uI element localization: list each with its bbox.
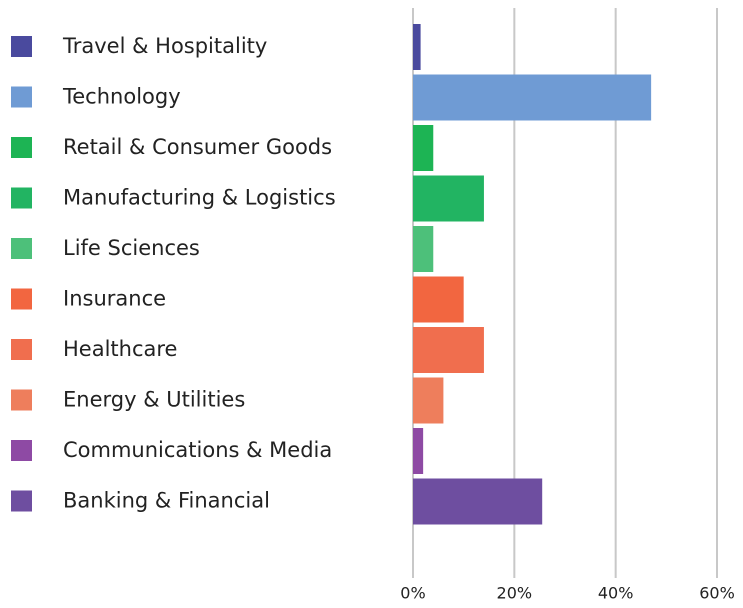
category-label: Energy & Utilities <box>63 388 245 412</box>
bar <box>413 226 434 272</box>
x-tick-label: 0% <box>400 584 425 603</box>
legend-swatch <box>11 137 32 158</box>
bar <box>413 125 434 171</box>
x-tick-label: 60% <box>699 584 735 603</box>
category-label: Life Sciences <box>63 236 200 260</box>
x-tick-label: 20% <box>497 584 533 603</box>
bar <box>413 276 464 323</box>
category-label: Communications & Media <box>63 438 332 462</box>
legend-swatch <box>11 238 32 259</box>
bar <box>413 175 484 222</box>
legend-swatch <box>11 389 32 411</box>
legend-swatch <box>11 440 32 461</box>
category-label: Healthcare <box>63 337 177 361</box>
legend-swatch <box>11 36 32 57</box>
category-label: Banking & Financial <box>63 489 270 513</box>
category-label: Travel & Hospitality <box>62 34 267 58</box>
category-label: Manufacturing & Logistics <box>63 186 336 210</box>
category-label: Technology <box>62 85 181 109</box>
bar <box>413 377 444 424</box>
legend-swatch <box>11 187 32 209</box>
bar <box>413 327 484 373</box>
category-label: Retail & Consumer Goods <box>63 135 332 159</box>
bar <box>413 24 421 70</box>
x-tick-label: 40% <box>598 584 634 603</box>
legend-swatch <box>11 288 32 310</box>
category-label: Insurance <box>63 287 166 311</box>
bar <box>413 74 652 121</box>
bar <box>413 428 424 474</box>
legend-swatch <box>11 490 32 512</box>
legend-swatch <box>11 339 32 360</box>
bar <box>413 478 543 525</box>
legend-swatch <box>11 86 32 108</box>
